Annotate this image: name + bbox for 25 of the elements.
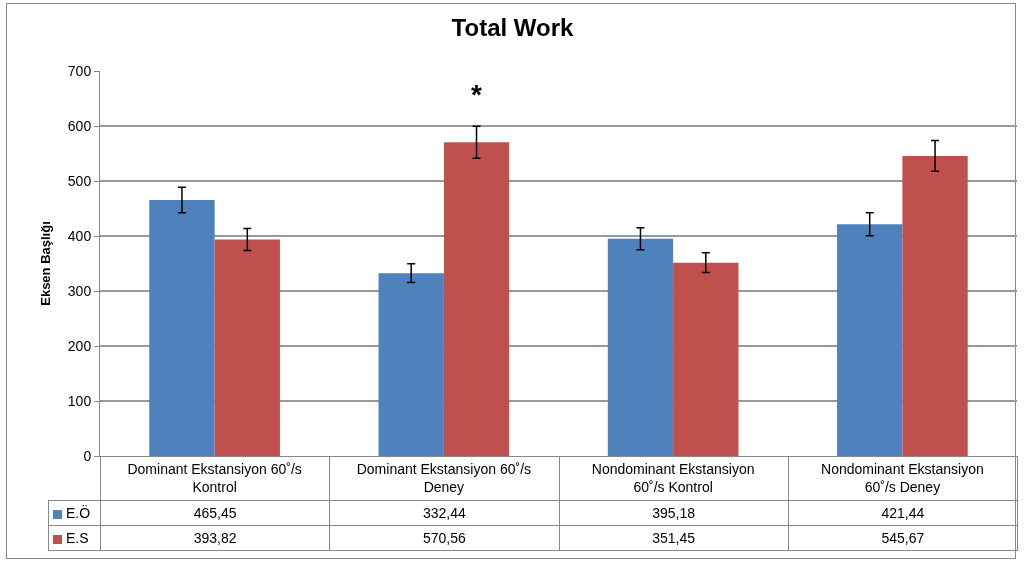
x-tick-label: Nondominant Ekstansiyon 60˚/s Kontrol (591, 460, 755, 495)
y-tick-label: 100 (67, 392, 92, 409)
x-tick-label: Dominant Ekstansiyon 60˚/s Kontrol (127, 460, 302, 495)
x-tick-label: Dominant Ekstansiyon 60˚/s Deney (356, 460, 532, 495)
y-tick-label: 500 (67, 172, 92, 189)
y-tick-label: 0 (83, 447, 92, 464)
chart-title: Total Work (451, 14, 575, 42)
y-tick-label: 200 (67, 337, 92, 354)
data-label: 332,44 (329, 500, 559, 526)
data-label: 421,44 (788, 500, 1018, 526)
data-label: 351,45 (559, 525, 789, 551)
x-tick-label: Nondominant Ekstansiyon 60˚/s Deney (821, 460, 984, 495)
legend-label: E.S (48, 525, 101, 551)
y-tick-label: 400 (67, 227, 92, 244)
y-tick-label: 300 (67, 282, 92, 299)
legend-label: E.Ö (48, 500, 101, 526)
data-label: 395,18 (559, 500, 789, 526)
y-tick-label: 600 (67, 117, 92, 134)
y-axis-title: Eksen Başlığı (37, 221, 53, 306)
data-label: 570,56 (329, 525, 559, 551)
data-label: 545,67 (788, 525, 1018, 551)
y-tick-label: 700 (67, 62, 92, 79)
data-label: 465,45 (100, 500, 330, 526)
data-label: 393,82 (100, 525, 330, 551)
annotation: * (471, 79, 482, 110)
